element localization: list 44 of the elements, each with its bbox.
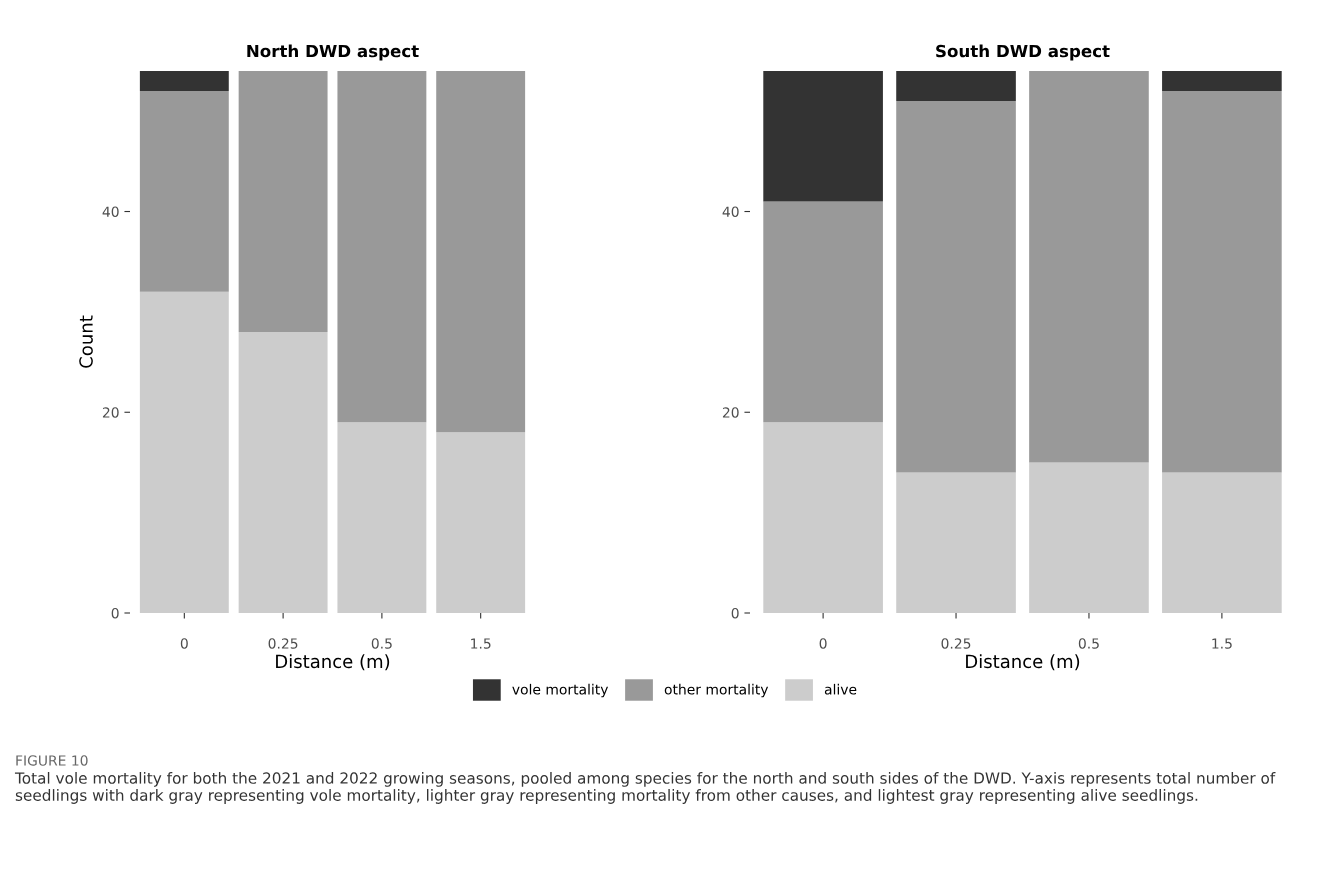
y-axis-title: Count (79, 315, 93, 368)
bar (763, 71, 883, 202)
bar (436, 71, 526, 433)
y-tick-label: 40 (102, 206, 119, 217)
x-tick-label: 0.5 (1078, 638, 1099, 649)
bar (1162, 71, 1282, 92)
legend-label: other mortality (664, 683, 769, 698)
bar (896, 71, 1016, 102)
x-tick-label: 0 (819, 638, 827, 649)
legend-label: vole mortality (512, 683, 609, 698)
bar (1162, 472, 1282, 613)
bar (763, 201, 883, 423)
x-tick-label: 1.5 (471, 638, 491, 649)
x-tick-label: 0.5 (371, 638, 392, 649)
bar (139, 71, 229, 92)
chart-title: South DWD aspect (936, 44, 1110, 61)
chart-title: North DWD aspect (247, 44, 419, 61)
bar (139, 291, 229, 613)
bar (238, 71, 328, 332)
bar (1029, 71, 1149, 463)
x-tick-label: 1.5 (1212, 638, 1232, 649)
legend-label: alive (824, 683, 857, 695)
x-tick-label: 0 (180, 638, 188, 649)
y-tick-label: 20 (722, 407, 739, 418)
bar (139, 91, 229, 292)
x-tick-label: 0.25 (268, 638, 298, 649)
bar (896, 101, 1016, 473)
bar (763, 422, 883, 613)
caption: FIGURE 10 (16, 755, 88, 766)
y-tick-label: 0 (111, 607, 119, 619)
y-tick-label: 40 (722, 206, 739, 217)
bar (337, 422, 427, 613)
bar (436, 432, 526, 613)
y-tick-label: 0 (731, 607, 739, 619)
y-tick-label: 20 (102, 407, 119, 418)
bar (896, 472, 1016, 613)
bar (1029, 462, 1149, 613)
x-tick-label: 0.25 (941, 638, 971, 649)
bar (337, 71, 427, 423)
bar (1162, 91, 1282, 473)
bar (238, 331, 328, 613)
x-axis-title: Distance (m) (966, 654, 1080, 671)
text: Total vole mortality for both the 2021 and 2022 growing seasons, pooled among species for the north and south sides of the DWD. Y-axis represents total number of seedlings with dark gray representing vole mortality, lighter gray representing mortality from other causes, and lightest gray representing alive seedlings. (14, 772, 1276, 804)
x-axis-title: Distance (m) (276, 654, 390, 671)
